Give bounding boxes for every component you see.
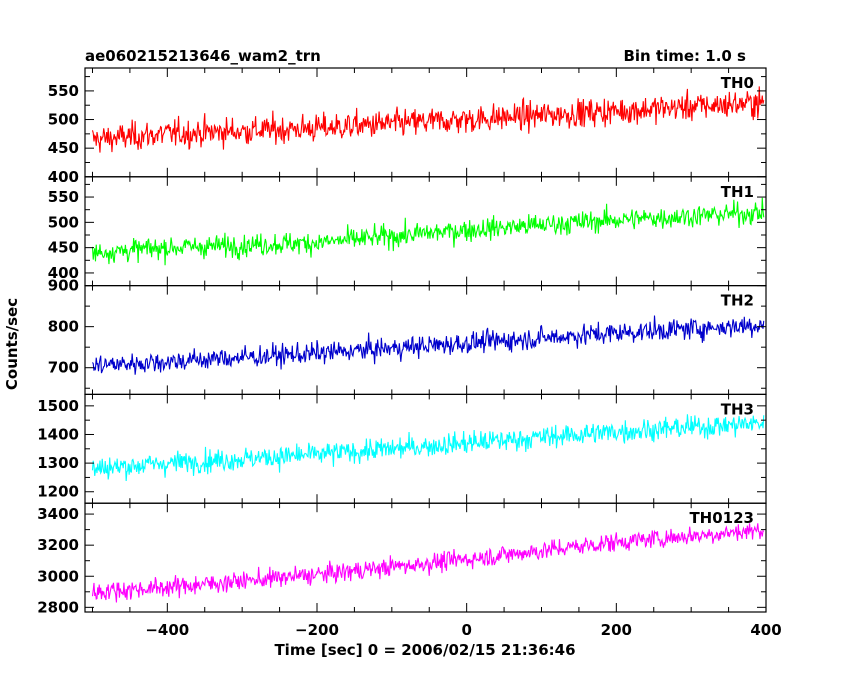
panel-frame-th1 [84,176,767,287]
panel-frame-th2 [84,285,767,396]
y-axis-label: Counts/sec [3,298,21,390]
series-line-th0123 [91,523,765,603]
y-tick-label: 500 [48,111,79,129]
series-line-th3 [91,414,765,481]
y-tick-label: 450 [48,239,79,257]
panel-label-th0: TH0 [721,74,754,92]
y-tick-label: 400 [48,168,79,186]
x-axis-label: Time [sec] 0 = 2006/02/15 21:36:46 [274,641,575,659]
y-tick-label: 800 [48,318,79,336]
y-tick-label: 1400 [37,425,79,443]
y-tick-label: 550 [48,82,79,100]
series-line-th1 [91,197,765,266]
panel-label-th2: TH2 [721,292,754,310]
y-tick-label: 3200 [37,536,79,554]
bin-time-label: Bin time: 1.0 s [623,47,746,65]
panel-label-th3: TH3 [721,400,754,418]
y-tick-label: 3000 [37,567,79,585]
y-tick-label: 700 [48,359,79,377]
panel-frame-th3 [84,393,767,504]
y-tick-label: 500 [48,213,79,231]
panel-label-th0123: TH0123 [689,509,754,527]
chart-title: ae060215213646_wam2_trn [85,47,321,65]
x-tick-label: −400 [145,621,189,639]
x-tick-label: 0 [461,621,471,639]
y-tick-label: 2800 [37,598,79,616]
y-tick-label: 1200 [37,483,79,501]
y-tick-label: 1300 [37,454,79,472]
series-line-th2 [92,315,765,375]
y-tick-label: 450 [48,139,79,157]
panel-frame-th0 [84,67,767,178]
panels-group: 400 450 500 550 TH0 400 450 500 550 TH1 700 800 900 T… [37,67,782,639]
x-tick-label: 200 [601,621,632,639]
panel-frame-th0123 [84,502,767,613]
y-tick-label: 900 [48,277,79,295]
x-tick-label: −200 [295,621,339,639]
y-tick-label: 1500 [37,397,79,415]
y-tick-label: 3400 [37,505,79,523]
x-tick-label: 400 [750,621,781,639]
panel-label-th1: TH1 [721,183,754,201]
series-line-th0 [91,86,765,153]
y-tick-label: 400 [48,264,79,282]
y-tick-label: 550 [48,188,79,206]
